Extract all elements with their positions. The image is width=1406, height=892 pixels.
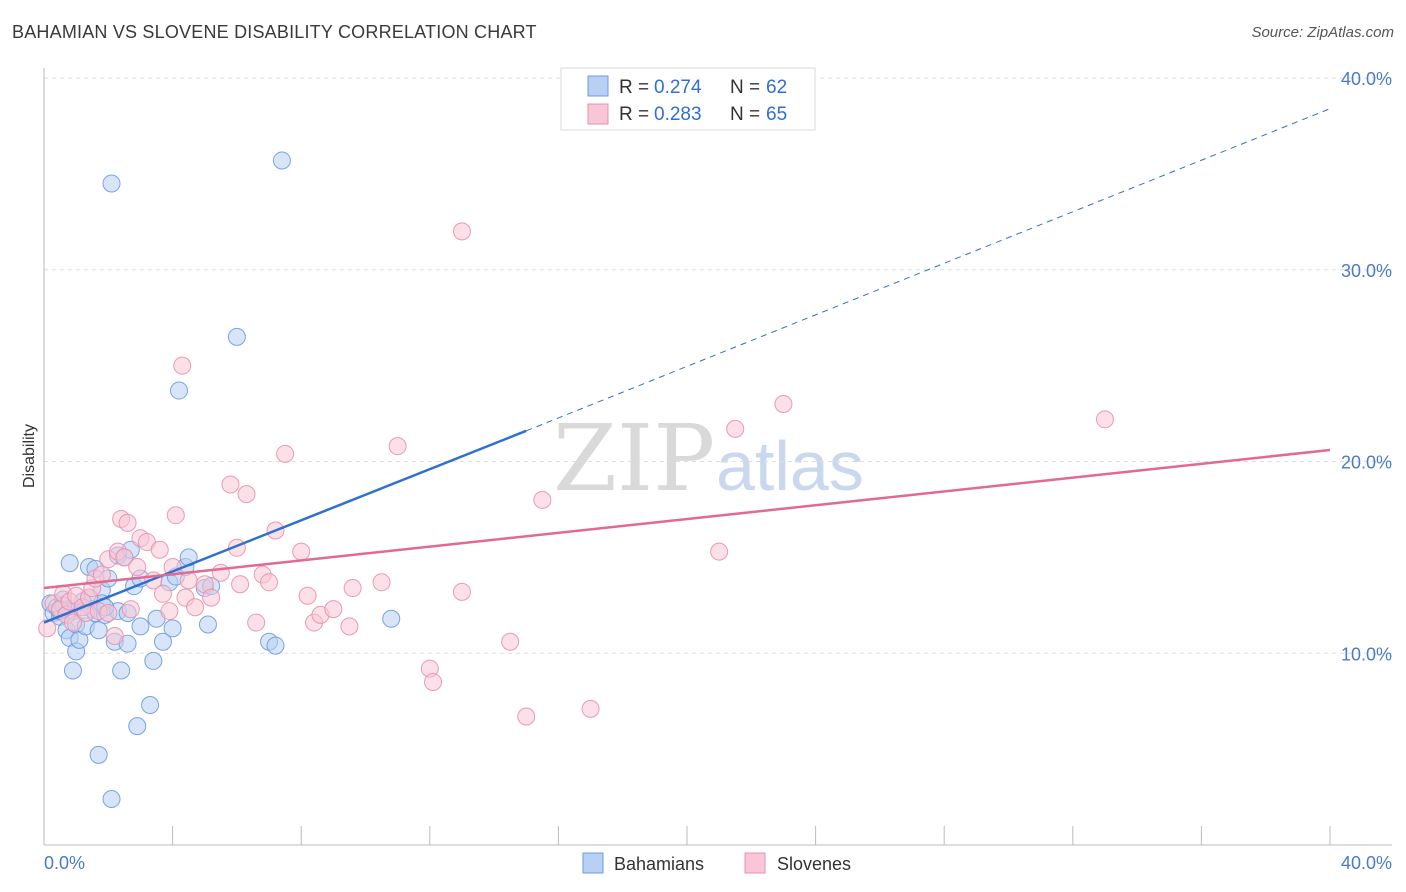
point-slovenes — [533, 490, 552, 509]
correlation-legend: R = 0.274 N = 62 R = 0.283 N = 65 — [560, 67, 816, 131]
point-bahamians — [153, 632, 172, 651]
point-slovenes — [324, 600, 343, 619]
y-tick-label: 40.0% — [1341, 69, 1392, 89]
point-bahamians — [89, 621, 108, 640]
point-slovenes — [276, 444, 295, 463]
point-bahamians — [102, 789, 121, 808]
point-bahamians — [89, 745, 108, 764]
point-bahamians — [170, 381, 189, 400]
point-bahamians — [128, 717, 147, 736]
chart-title: BAHAMIAN VS SLOVENE DISABILITY CORRELATI… — [12, 22, 537, 42]
point-bahamians — [272, 151, 291, 170]
point-slovenes — [186, 598, 205, 617]
trend-line-slovenes — [43, 448, 1331, 590]
point-bahamians — [266, 636, 285, 655]
bottom-legend-label-bahamians: Bahamians — [614, 854, 704, 874]
legend-r-value-bahamians: 0.274 — [654, 77, 702, 98]
point-bahamians — [163, 619, 182, 638]
point-slovenes — [388, 437, 407, 456]
point-bahamians — [60, 554, 79, 573]
bottom-legend-swatch-bahamians — [582, 852, 604, 874]
point-slovenes — [211, 563, 230, 582]
point-slovenes — [179, 571, 198, 590]
point-slovenes — [118, 513, 137, 532]
legend-n-value-bahamians: 62 — [766, 77, 787, 98]
y-tick-label: 30.0% — [1341, 261, 1392, 281]
point-bahamians — [102, 174, 121, 193]
point-slovenes — [202, 588, 221, 607]
point-slovenes — [221, 475, 240, 494]
y-tick-label: 10.0% — [1341, 644, 1392, 664]
y-axis-label: Disability — [21, 424, 38, 488]
y-axis-tick-labels: 10.0% 20.0% 30.0% 40.0% — [1341, 69, 1392, 664]
point-slovenes — [501, 632, 520, 651]
legend-r-label-slovenes: R = — [619, 104, 649, 125]
y-tick-label: 20.0% — [1341, 453, 1392, 473]
point-bahamians — [63, 661, 82, 680]
point-slovenes — [340, 617, 359, 636]
point-slovenes — [260, 573, 279, 592]
series-legend: Bahamians Slovenes — [582, 852, 851, 874]
point-slovenes — [247, 613, 266, 632]
axes — [43, 68, 1392, 846]
x-tick-label-min: 0.0% — [44, 853, 85, 873]
point-slovenes — [231, 575, 250, 594]
source-credit: Source: ZipAtlas.com — [1251, 24, 1394, 41]
point-slovenes — [452, 222, 471, 241]
point-slovenes — [128, 557, 147, 576]
point-slovenes — [292, 542, 311, 561]
gridlines — [44, 77, 1392, 654]
point-bahamians — [131, 617, 150, 636]
x-axis-ticks — [172, 826, 1331, 845]
point-slovenes — [710, 542, 729, 561]
point-bahamians — [227, 327, 246, 346]
legend-r-label-bahamians: R = — [619, 77, 649, 98]
point-slovenes — [774, 394, 793, 413]
legend-r-value-slovenes: 0.283 — [654, 104, 702, 125]
legend-swatch-bahamians — [587, 75, 609, 97]
point-bahamians — [112, 661, 131, 680]
point-bahamians — [141, 696, 160, 715]
watermark-zip: ZIP — [553, 405, 715, 512]
point-slovenes — [105, 626, 124, 645]
legend-n-label-bahamians: N = — [730, 77, 760, 98]
legend-n-value-slovenes: 65 — [766, 104, 787, 125]
point-slovenes — [173, 356, 192, 375]
point-slovenes — [1095, 410, 1114, 429]
trend-line-bahamians — [43, 429, 527, 624]
point-slovenes — [115, 548, 134, 567]
point-bahamians — [382, 609, 401, 628]
watermark-atlas: atlas — [716, 427, 864, 505]
bottom-legend-label-slovenes: Slovenes — [777, 854, 851, 874]
point-bahamians — [144, 651, 163, 670]
trend-line-bahamians-projection — [526, 108, 1331, 432]
legend-n-label-slovenes: N = — [730, 104, 760, 125]
point-slovenes — [99, 603, 118, 622]
point-slovenes — [92, 565, 111, 584]
point-slovenes — [517, 707, 536, 726]
bottom-legend-swatch-slovenes — [744, 852, 766, 874]
point-slovenes — [298, 586, 317, 605]
point-slovenes — [581, 699, 600, 718]
point-slovenes — [372, 573, 391, 592]
x-tick-label-max: 40.0% — [1341, 853, 1392, 873]
legend-swatch-slovenes — [587, 103, 609, 125]
point-slovenes — [166, 506, 185, 525]
point-bahamians — [198, 615, 217, 634]
point-slovenes — [424, 673, 443, 692]
point-slovenes — [38, 619, 57, 638]
point-slovenes — [237, 485, 256, 504]
point-slovenes — [153, 584, 172, 603]
data-points — [38, 151, 1114, 808]
point-slovenes — [160, 602, 179, 621]
trend-lines — [43, 108, 1331, 624]
point-slovenes — [121, 600, 140, 619]
point-slovenes — [63, 613, 82, 632]
point-slovenes — [150, 540, 169, 559]
point-slovenes — [452, 582, 471, 601]
point-slovenes — [726, 419, 745, 438]
point-slovenes — [343, 579, 362, 598]
